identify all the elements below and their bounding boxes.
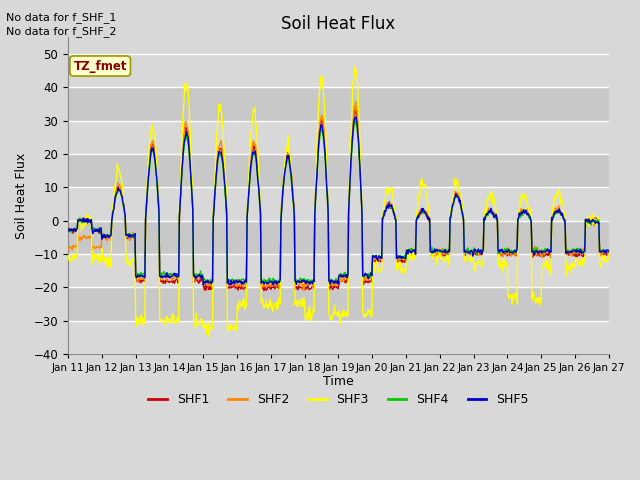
- Bar: [68, 120, 609, 154]
- Bar: [68, 187, 609, 221]
- Text: TZ_fmet: TZ_fmet: [74, 60, 127, 72]
- Bar: [68, 288, 609, 321]
- Title: Soil Heat Flux: Soil Heat Flux: [281, 15, 396, 33]
- Bar: [68, 54, 609, 87]
- Legend: SHF1, SHF2, SHF3, SHF4, SHF5: SHF1, SHF2, SHF3, SHF4, SHF5: [143, 388, 534, 411]
- Bar: [68, 221, 609, 254]
- Bar: [68, 254, 609, 288]
- Text: No data for f_SHF_2: No data for f_SHF_2: [6, 26, 117, 37]
- Bar: [68, 321, 609, 354]
- X-axis label: Time: Time: [323, 374, 354, 387]
- Bar: [68, 154, 609, 187]
- Bar: [68, 87, 609, 120]
- Y-axis label: Soil Heat Flux: Soil Heat Flux: [15, 153, 28, 239]
- Text: No data for f_SHF_1: No data for f_SHF_1: [6, 12, 116, 23]
